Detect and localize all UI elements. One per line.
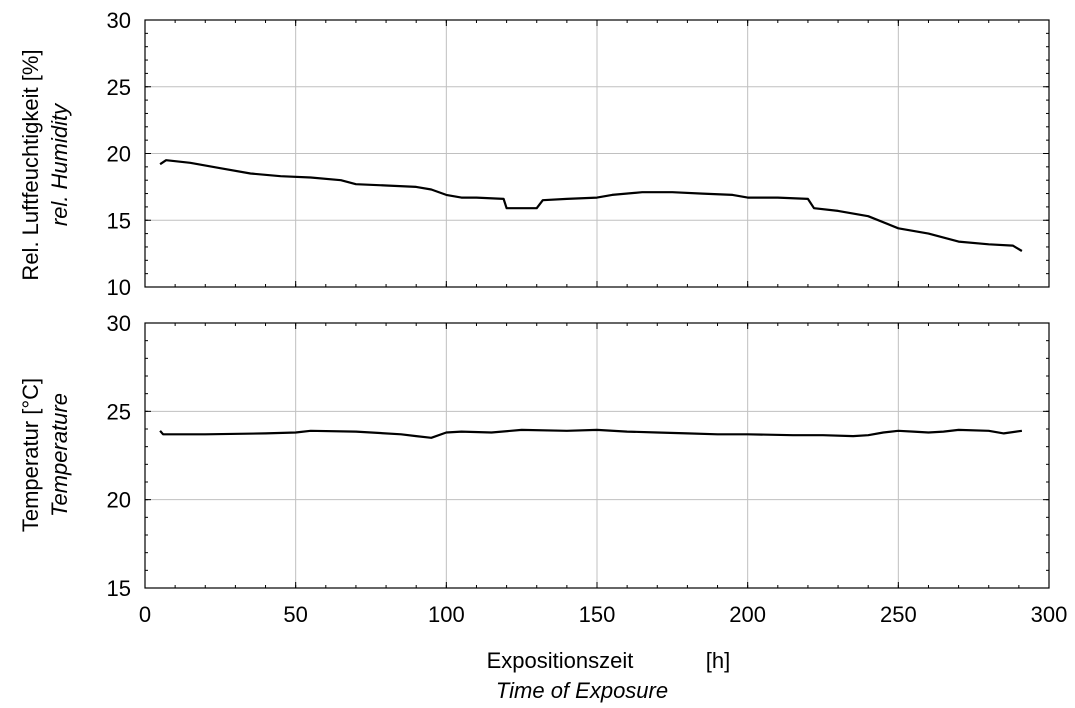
x-tick-label: 50 bbox=[283, 602, 307, 627]
temperature-ytick-label: 25 bbox=[107, 399, 131, 424]
temperature-panel: 15 20 25 30 0 50 100 150 200 250 300 bbox=[107, 311, 1068, 627]
x-tick-label: 0 bbox=[139, 602, 151, 627]
temperature-ytick-label: 30 bbox=[107, 311, 131, 336]
humidity-ytick-label: 20 bbox=[107, 142, 131, 167]
xlabel-en: Time of Exposure bbox=[496, 678, 668, 703]
x-tick-label: 100 bbox=[428, 602, 465, 627]
xlabel-de: Expositionszeit bbox=[487, 648, 634, 673]
temperature-plot-frame bbox=[144, 322, 1050, 589]
humidity-panel: 10 15 20 25 30 bbox=[107, 8, 1050, 300]
x-tick-label: 250 bbox=[880, 602, 917, 627]
x-tick-label: 150 bbox=[579, 602, 616, 627]
humidity-ytick-label: 30 bbox=[107, 8, 131, 33]
temperature-ytick-label: 20 bbox=[107, 488, 131, 513]
temperature-ytick-labels: 15 20 25 30 bbox=[107, 311, 131, 601]
humidity-gridlines bbox=[145, 20, 1049, 287]
temperature-ylabel-en: Temperature bbox=[47, 393, 72, 517]
humidity-ytick-labels: 10 15 20 25 30 bbox=[107, 8, 131, 300]
humidity-ylabel-en: rel. Humidity bbox=[47, 102, 72, 226]
temperature-ytick-label: 15 bbox=[107, 576, 131, 601]
x-tick-label: 200 bbox=[729, 602, 766, 627]
humidity-ytick-label: 10 bbox=[107, 275, 131, 300]
humidity-ytick-label: 25 bbox=[107, 75, 131, 100]
temperature-ylabel-de: Temperatur [°C] bbox=[18, 378, 43, 532]
x-tick-label: 300 bbox=[1031, 602, 1068, 627]
humidity-plot-frame bbox=[144, 19, 1050, 288]
x-tick-labels: 0 50 100 150 200 250 300 bbox=[139, 602, 1067, 627]
humidity-ytick-label: 15 bbox=[107, 208, 131, 233]
humidity-ylabel-de: Rel. Luftfeuchtigkeit [%] bbox=[18, 49, 43, 280]
temperature-series-line bbox=[159, 428, 1023, 439]
humidity-series-line bbox=[159, 159, 1023, 252]
temperature-gridlines bbox=[145, 323, 1049, 588]
xlabel-unit: [h] bbox=[706, 648, 730, 673]
